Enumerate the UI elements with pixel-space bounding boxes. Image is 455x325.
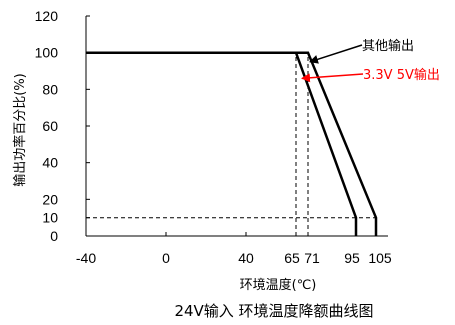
annotation-arrow — [309, 44, 363, 64]
x-tick-label: 0 — [162, 250, 170, 266]
y-tick-label: 40 — [42, 155, 58, 171]
series-lines — [86, 51, 378, 236]
y-tick-label: 120 — [35, 8, 59, 24]
y-tick-label: 80 — [42, 81, 58, 97]
y-tick-label: 100 — [35, 45, 59, 61]
chart-title: 24V输入 环境温度降额曲线图 — [174, 302, 373, 320]
y-axis-ticks: 0 10 20 40 60 80 100 120 — [35, 8, 90, 244]
x-tick-label: 95 — [344, 250, 360, 266]
x-tick-label: 105 — [368, 250, 392, 266]
x-tick-label: -40 — [76, 250, 96, 266]
annotation-label: 3.3V 5V输出 — [363, 67, 440, 83]
annotations: 其他输出 3.3V 5V输出 — [301, 38, 440, 83]
reference-lines — [86, 52, 376, 236]
y-tick-label: 10 — [42, 210, 58, 226]
annotation-label: 其他输出 — [362, 38, 414, 54]
y-tick-label: 60 — [42, 118, 58, 134]
annotation-arrow — [301, 73, 364, 83]
y-axis-title: 输出功率百分比(%) — [12, 73, 28, 187]
y-tick-label: 0 — [50, 228, 58, 244]
series-line-1 — [86, 51, 378, 236]
series-line-0 — [86, 51, 358, 236]
x-tick-label: 40 — [238, 250, 254, 266]
x-axis-title: 环境温度(℃) — [240, 277, 317, 293]
y-tick-label: 20 — [42, 191, 58, 207]
plot-area — [85, 16, 388, 237]
x-axis-ticks: -40 0 40 65 71 95 105 — [76, 232, 392, 266]
x-tick-label: 71 — [304, 250, 320, 266]
x-tick-label: 65 — [284, 250, 300, 266]
